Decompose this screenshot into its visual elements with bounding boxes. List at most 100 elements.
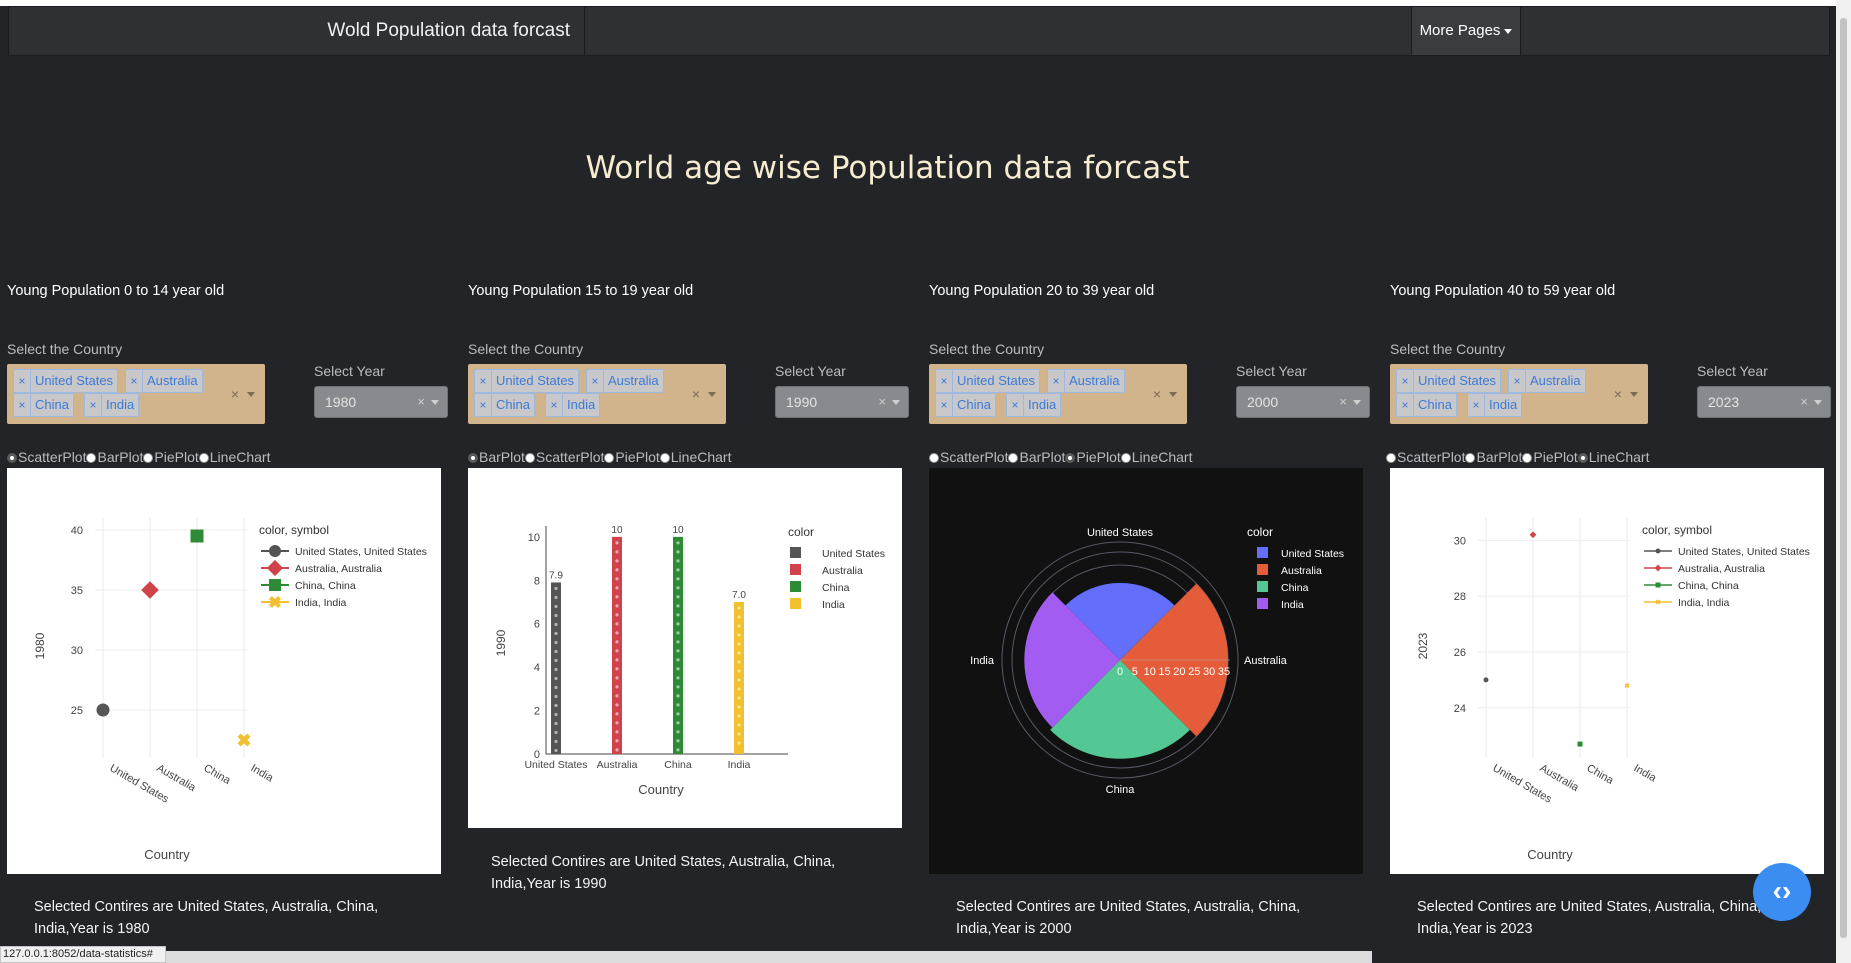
radio-barplot[interactable]: BarPlot [468,449,525,465]
nav-brand[interactable]: Wold Population data forcast [9,7,585,55]
remove-chip-icon[interactable]: × [936,394,953,416]
bar[interactable] [612,536,622,754]
clear-year-icon[interactable]: × [417,394,425,409]
chevron-down-icon[interactable] [1814,400,1822,405]
polar-wedge[interactable] [1024,592,1120,728]
clear-year-icon[interactable]: × [1800,394,1808,409]
clear-year-icon[interactable]: × [1339,394,1347,409]
bar[interactable] [734,602,744,754]
bar-pattern-dot [615,703,619,707]
chevron-down-icon[interactable] [892,400,900,405]
radio-barplot[interactable]: BarPlot [1008,449,1065,465]
radio-barplot[interactable]: BarPlot [1465,449,1522,465]
country-multiselect[interactable]: × United States × Australia × China × India × [929,364,1187,424]
data-point[interactable] [237,733,251,747]
data-point[interactable] [1483,677,1489,683]
remove-chip-icon[interactable]: × [475,370,492,392]
clear-selection-icon[interactable]: × [230,386,239,402]
legend-marker[interactable] [269,579,281,591]
select-country-label: Select the Country [929,341,1045,357]
legend-label: India, India [1678,597,1730,609]
data-point[interactable] [96,703,110,717]
country-multiselect[interactable]: × United States × Australia × China × India × [7,364,265,424]
polar-wedge[interactable] [1065,582,1175,660]
clear-selection-icon[interactable]: × [1152,386,1161,402]
bar[interactable] [673,536,683,754]
legend-marker[interactable] [266,559,284,577]
country-multiselect[interactable]: × United States × Australia × China × India × [468,364,726,424]
chevron-down-icon[interactable] [1353,400,1361,405]
select-country-label: Select the Country [1390,341,1506,357]
more-pages-label: More Pages [1419,22,1501,39]
radio-barplot[interactable]: BarPlot [86,449,143,465]
radio-pieplot[interactable]: PiePlot [143,449,199,465]
radial-tick-label: 0 [1117,666,1123,678]
chevron-down-icon[interactable] [1630,392,1638,397]
year-select[interactable]: 2000 × [1236,386,1370,418]
legend-marker[interactable] [1655,599,1661,605]
data-point[interactable] [141,581,159,599]
clear-selection-icon[interactable]: × [1613,386,1622,402]
code-toggle-button[interactable]: ‹› [1753,863,1811,921]
chevron-down-icon[interactable] [431,400,439,405]
remove-chip-icon[interactable]: × [936,370,953,392]
data-point[interactable] [1529,531,1537,539]
remove-chip-icon[interactable]: × [1397,370,1414,392]
more-pages-dropdown[interactable]: More Pages [1411,7,1521,55]
horizontal-scrollbar[interactable] [166,951,1372,963]
country-chip: × India [1006,393,1062,417]
clear-selection-icon[interactable]: × [691,386,700,402]
legend-marker[interactable] [269,545,281,557]
chart-scatter: 25 30 35 40 United States Australia China India… [7,468,441,874]
clear-year-icon[interactable]: × [878,394,886,409]
remove-chip-icon[interactable]: × [546,394,563,416]
chevron-down-icon[interactable] [247,392,255,397]
remove-chip-icon[interactable]: × [1048,370,1065,392]
year-select[interactable]: 1990 × [775,386,909,418]
year-select[interactable]: 2023 × [1697,386,1831,418]
polar-grid-circle [1001,541,1239,779]
radio-linechart[interactable]: LineChart [198,449,270,465]
vertical-scrollbar-thumb[interactable] [1840,18,1847,938]
data-point[interactable] [1577,741,1583,747]
radio-linechart[interactable]: LineChart [659,449,731,465]
bar-pattern-dot [676,631,680,635]
legend-title: color [788,525,814,539]
data-point[interactable] [1624,682,1630,688]
remove-chip-icon[interactable]: × [1007,394,1024,416]
radio-linechart[interactable]: LineChart [1120,449,1192,465]
remove-chip-icon[interactable]: × [587,370,604,392]
legend-marker[interactable] [1654,564,1662,572]
legend-marker[interactable] [1655,582,1661,588]
bar-pattern-dot [615,640,619,644]
remove-chip-icon[interactable]: × [14,370,31,392]
data-point[interactable] [190,529,204,543]
radio-scatterplot[interactable]: ScatterPlot [524,449,604,465]
radio-scatterplot[interactable]: ScatterPlot [1386,449,1465,465]
radio-pieplot[interactable]: PiePlot [604,449,660,465]
remove-chip-icon[interactable]: × [1397,394,1414,416]
polar-wedge[interactable] [1050,660,1190,759]
remove-chip-icon[interactable]: × [14,394,31,416]
radio-pieplot[interactable]: PiePlot [1522,449,1578,465]
bar-pattern-dot [676,667,680,671]
radio-linechart[interactable]: LineChart [1577,449,1649,465]
year-select[interactable]: 1980 × [314,386,448,418]
remove-chip-icon[interactable]: × [85,394,102,416]
legend-marker[interactable] [1655,548,1661,554]
remove-chip-icon[interactable]: × [126,370,143,392]
legend-marker[interactable] [269,596,281,608]
country-chip: × China [1396,393,1457,417]
remove-chip-icon[interactable]: × [475,394,492,416]
radio-scatterplot[interactable]: ScatterPlot [7,449,86,465]
bar-pattern-dot [615,667,619,671]
country-multiselect[interactable]: × United States × Australia × China × India × [1390,364,1648,424]
chevron-down-icon[interactable] [708,392,716,397]
legend-label: China, China [1678,580,1739,592]
remove-chip-icon[interactable]: × [1509,370,1526,392]
remove-chip-icon[interactable]: × [1468,394,1485,416]
radio-dot-icon [1465,453,1476,463]
radio-pieplot[interactable]: PiePlot [1065,449,1121,465]
radio-scatterplot[interactable]: ScatterPlot [929,449,1008,465]
chevron-down-icon[interactable] [1169,392,1177,397]
